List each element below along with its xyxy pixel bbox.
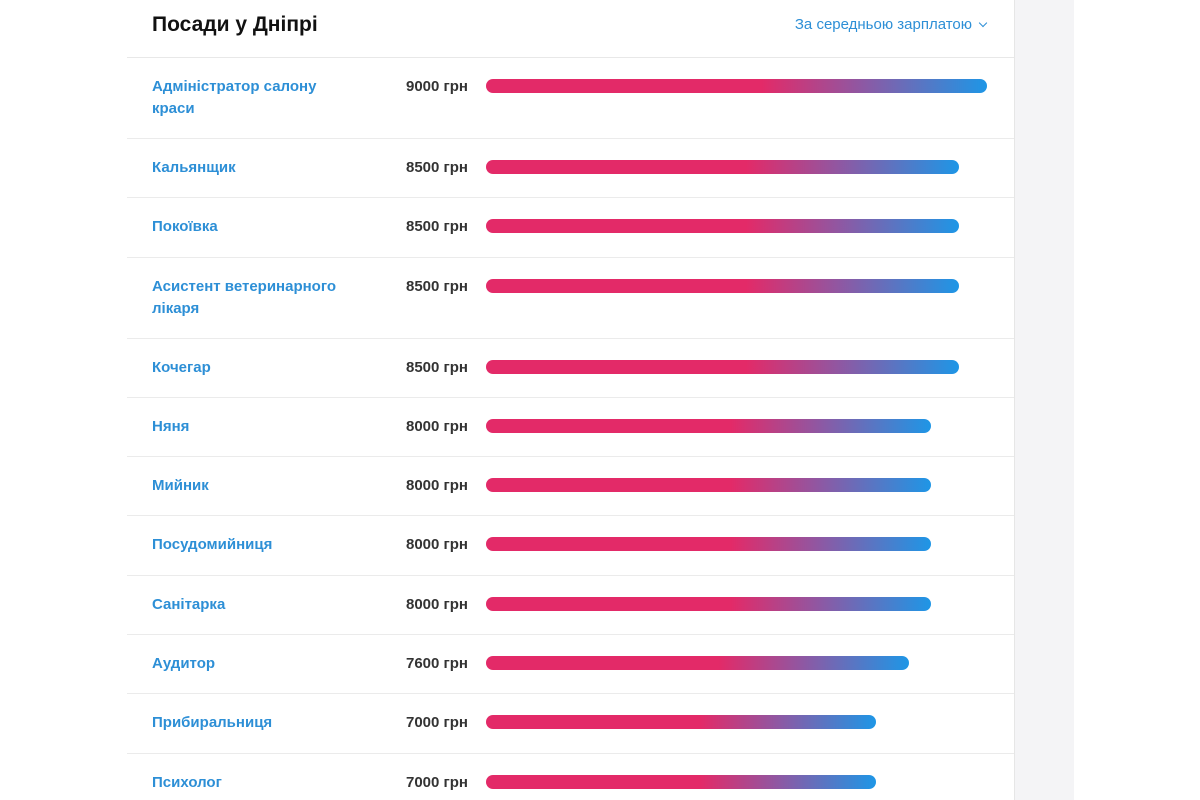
job-link[interactable]: Посудомийниця	[152, 536, 273, 554]
salary-value: 8000 грн	[405, 536, 468, 554]
salary-bar	[486, 359, 959, 374]
list-item: Асистент ветеринарного лікаря 8500 грн	[127, 258, 1014, 339]
list-item: Кочегар 8500 грн	[127, 339, 1014, 398]
salary-bar	[486, 278, 959, 293]
positions-list: Адміністратор салону краси 9000 грн Каль…	[127, 58, 1014, 800]
salary-bar	[486, 418, 931, 433]
job-link[interactable]: Мийник	[152, 477, 209, 495]
right-margin	[1074, 0, 1200, 800]
salary-value: 7600 грн	[405, 655, 468, 673]
salary-value: 7000 грн	[405, 773, 468, 791]
right-side-panel	[1015, 0, 1074, 800]
salary-value: 7000 грн	[405, 714, 468, 732]
salary-value: 8500 грн	[405, 358, 468, 376]
list-item: Санітарка 8000 грн	[127, 576, 1014, 636]
list-item: Психолог 7000 грн	[127, 754, 1014, 800]
salary-bar	[486, 537, 931, 552]
list-item: Кальянщик 8500 грн	[127, 139, 1014, 199]
page-title: Посади у Дніпрі	[152, 13, 318, 36]
list-item: Аудитор 7600 грн	[127, 635, 1014, 695]
salary-value: 8000 грн	[405, 477, 468, 495]
job-link[interactable]: Адміністратор салону краси	[152, 78, 317, 117]
list-item: Прибиральниця 7000 грн	[127, 694, 1014, 754]
salary-bar	[486, 160, 959, 174]
salary-value: 8000 грн	[405, 417, 468, 435]
salary-bar	[486, 219, 959, 234]
list-item: Покоївка 8500 грн	[127, 198, 1014, 258]
job-link[interactable]: Аудитор	[152, 655, 216, 673]
salary-bar	[486, 79, 987, 93]
job-link[interactable]: Кочегар	[152, 358, 211, 376]
list-item: Мийник 8000 грн	[127, 457, 1014, 517]
salary-value: 8500 грн	[405, 218, 468, 236]
job-link[interactable]: Асистент ветеринарного лікаря	[152, 277, 337, 317]
job-link[interactable]: Покоївка	[152, 218, 218, 236]
job-link[interactable]: Психолог	[152, 773, 222, 791]
job-link[interactable]: Няня	[152, 417, 190, 435]
list-item: Адміністратор салону краси 9000 грн	[127, 58, 1014, 139]
card-header: Посади у Дніпрі За середньою зарплатою	[127, 0, 1014, 58]
salary-bar	[486, 715, 876, 730]
positions-card: Посади у Дніпрі За середньою зарплатою А…	[127, 0, 1015, 800]
sort-dropdown-label: За середньою зарплатою	[794, 16, 972, 33]
salary-value: 9000 грн	[405, 78, 468, 95]
job-link[interactable]: Кальянщик	[152, 159, 236, 176]
salary-bar	[486, 596, 931, 611]
sort-dropdown[interactable]: За середньою зарплатою	[794, 16, 988, 33]
salary-bar	[486, 774, 876, 789]
job-link[interactable]: Прибиральниця	[152, 714, 273, 732]
salary-value: 8500 грн	[405, 159, 468, 176]
left-gutter	[0, 0, 127, 800]
salary-bar	[486, 478, 931, 493]
job-link[interactable]: Санітарка	[152, 595, 226, 613]
salary-bar	[486, 656, 909, 671]
salary-value: 8500 грн	[405, 277, 468, 295]
salary-value: 8000 грн	[405, 595, 468, 613]
list-item: Посудомийниця 8000 грн	[127, 516, 1014, 576]
list-item: Няня 8000 грн	[127, 398, 1014, 458]
chevron-down-icon	[978, 18, 988, 28]
